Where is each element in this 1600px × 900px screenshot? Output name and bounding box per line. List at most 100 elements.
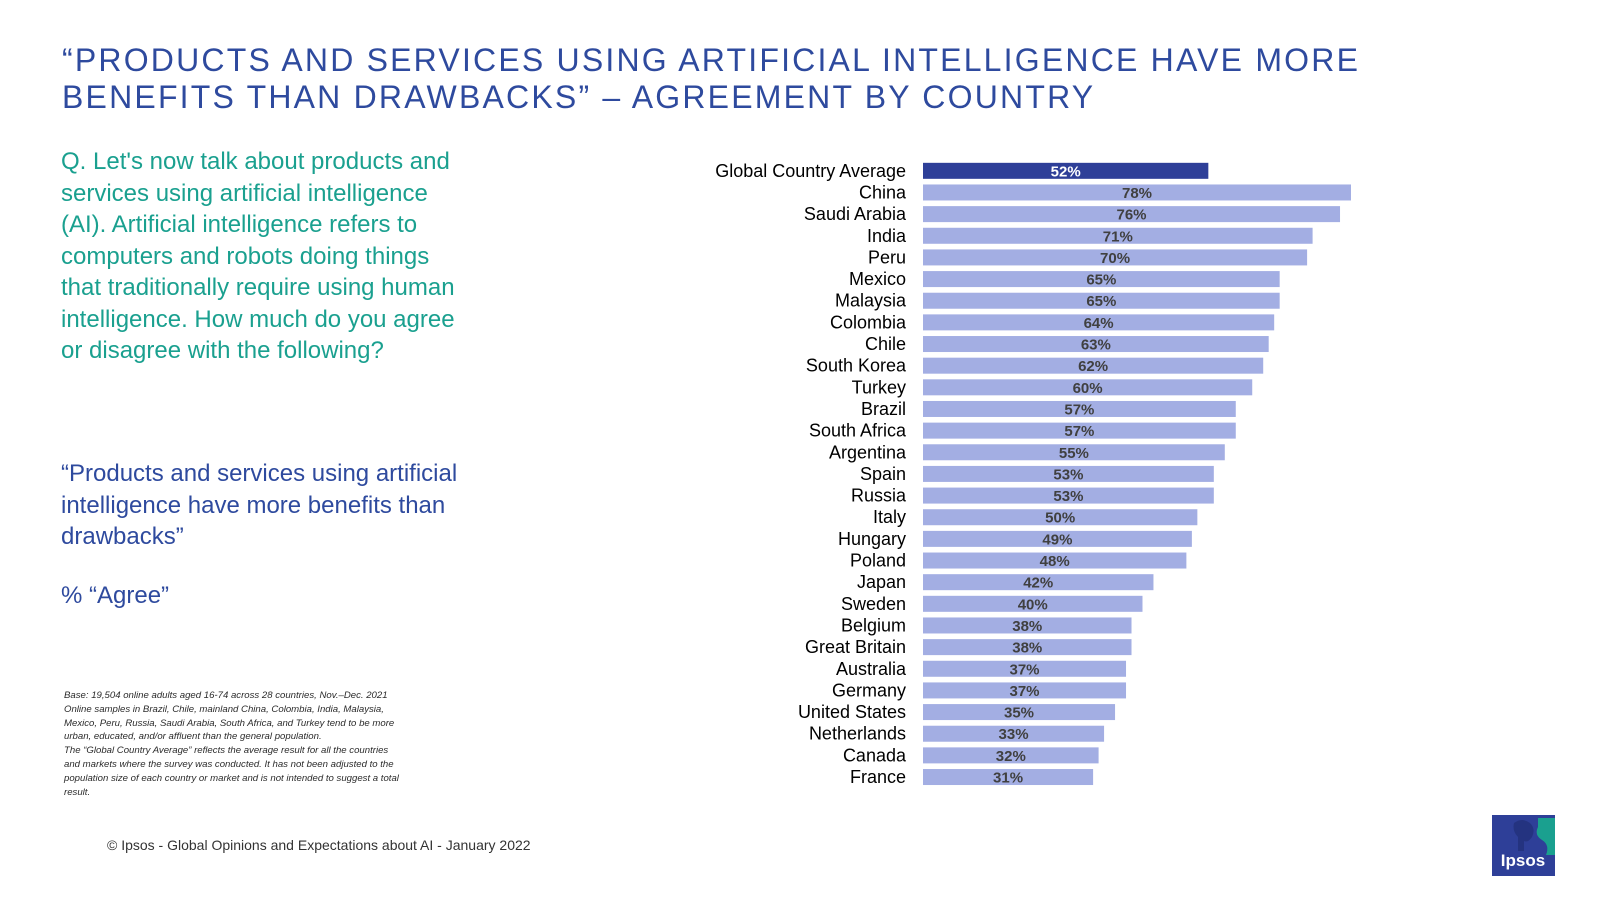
data-label: 63% bbox=[1081, 337, 1111, 354]
base-note-line: Mexico, Peru, Russia, Saudi Arabia, Sout… bbox=[64, 717, 395, 729]
category-label: Colombia bbox=[830, 312, 907, 332]
data-label: 31% bbox=[993, 770, 1023, 787]
data-label: 35% bbox=[1004, 705, 1034, 722]
category-label: India bbox=[867, 226, 907, 246]
data-label: 78% bbox=[1122, 185, 1152, 202]
category-label: Hungary bbox=[838, 529, 906, 549]
category-label: Japan bbox=[857, 572, 906, 592]
bar bbox=[923, 552, 1187, 569]
category-label: Sweden bbox=[841, 594, 906, 614]
copyright-footer: © Ipsos - Global Opinions and Expectatio… bbox=[107, 837, 531, 853]
data-label: 49% bbox=[1042, 531, 1072, 548]
data-label: 33% bbox=[999, 726, 1029, 743]
bar bbox=[923, 595, 1143, 612]
category-label: Germany bbox=[832, 680, 906, 700]
base-note-line: urban, educated, and/or affluent than th… bbox=[64, 731, 322, 743]
data-label: 65% bbox=[1086, 272, 1116, 289]
bar bbox=[923, 660, 1127, 677]
bar bbox=[923, 465, 1214, 482]
bar bbox=[923, 574, 1154, 591]
base-note-line: Base: 19,504 online adults aged 16-74 ac… bbox=[64, 690, 388, 701]
data-label: 71% bbox=[1103, 228, 1133, 245]
base-note-line: The “Global Country Average” reflects th… bbox=[64, 745, 389, 757]
category-label: Mexico bbox=[849, 269, 906, 289]
category-label: Saudi Arabia bbox=[804, 204, 907, 224]
data-label: 62% bbox=[1078, 358, 1108, 375]
bar bbox=[923, 227, 1313, 244]
data-label: 76% bbox=[1116, 207, 1146, 224]
logo-accent-shape bbox=[1536, 818, 1555, 855]
bar bbox=[923, 379, 1253, 396]
bar bbox=[923, 682, 1127, 699]
data-label: 70% bbox=[1100, 250, 1130, 267]
data-label: 50% bbox=[1045, 510, 1075, 527]
bar bbox=[923, 704, 1116, 721]
base-note: Base: 19,504 online adults aged 16-74 ac… bbox=[64, 689, 484, 799]
page-title: “PRODUCTS AND SERVICES USING ARTIFICIAL … bbox=[62, 42, 1502, 116]
category-label: Brazil bbox=[861, 399, 906, 419]
data-label: 53% bbox=[1053, 488, 1083, 505]
bar bbox=[923, 509, 1198, 526]
bar bbox=[923, 249, 1308, 266]
survey-question: Q. Let's now talk about products and ser… bbox=[61, 148, 455, 364]
bar-chart-svg: Global Country Average 52% China 78% Saudi A… bbox=[715, 161, 1351, 787]
bar bbox=[923, 314, 1275, 331]
category-label: Poland bbox=[850, 551, 906, 571]
category-label: Spain bbox=[860, 464, 906, 484]
bar-chart: Global Country Average 52% China 78% Saudi A… bbox=[690, 160, 1410, 810]
category-label: Belgium bbox=[841, 615, 906, 635]
data-label: 40% bbox=[1018, 596, 1048, 613]
bar bbox=[923, 747, 1099, 764]
category-label: Italy bbox=[873, 507, 906, 527]
data-label: 60% bbox=[1073, 380, 1103, 397]
logo-head-shape bbox=[1513, 820, 1534, 851]
category-label: France bbox=[850, 767, 906, 787]
base-note-line: Online samples in Brazil, Chile, mainlan… bbox=[64, 703, 384, 715]
data-label: 38% bbox=[1012, 640, 1042, 657]
bar bbox=[923, 292, 1280, 309]
category-label: Peru bbox=[868, 247, 906, 267]
data-label: 57% bbox=[1064, 401, 1094, 418]
data-label: 37% bbox=[1009, 683, 1039, 700]
category-label: South Africa bbox=[809, 421, 907, 441]
category-label: United States bbox=[798, 702, 906, 722]
data-label: 53% bbox=[1053, 466, 1083, 483]
category-label: Australia bbox=[836, 659, 907, 679]
bar bbox=[923, 422, 1236, 439]
ipsos-logo: Ipsos bbox=[1492, 815, 1555, 876]
category-label: Global Country Average bbox=[715, 161, 906, 181]
bar bbox=[923, 530, 1192, 547]
base-note-line: and markets where the survey was conduct… bbox=[64, 758, 394, 770]
category-label: Netherlands bbox=[809, 724, 906, 744]
category-label: Great Britain bbox=[805, 637, 906, 657]
bar bbox=[923, 184, 1351, 201]
data-label: 48% bbox=[1040, 553, 1070, 570]
bar bbox=[923, 271, 1280, 288]
metric-label: % “Agree” bbox=[61, 582, 170, 609]
bar bbox=[923, 639, 1132, 656]
category-label: Turkey bbox=[852, 377, 906, 397]
data-label: 57% bbox=[1064, 423, 1094, 440]
bar bbox=[923, 357, 1264, 374]
bar-global-average bbox=[923, 162, 1209, 179]
title-line-2: BENEFITS THAN DRAWBACKS” – AGREEMENT BY … bbox=[62, 79, 1096, 115]
logo-text: Ipsos bbox=[1501, 851, 1545, 870]
bar bbox=[923, 487, 1214, 504]
base-note-line: population size of each country or marke… bbox=[64, 772, 399, 784]
bar bbox=[923, 617, 1132, 634]
category-label: China bbox=[859, 182, 907, 202]
category-label: Canada bbox=[843, 745, 907, 765]
base-note-line: result. bbox=[64, 786, 91, 798]
title-line-1: “PRODUCTS AND SERVICES USING ARTIFICIAL … bbox=[62, 42, 1361, 78]
category-label: Malaysia bbox=[835, 291, 907, 311]
data-label: 38% bbox=[1012, 618, 1042, 635]
data-label: 37% bbox=[1009, 661, 1039, 678]
category-label: Argentina bbox=[829, 442, 907, 462]
bar bbox=[923, 400, 1236, 417]
category-label: Chile bbox=[865, 334, 906, 354]
data-label: 65% bbox=[1086, 293, 1116, 310]
data-label: 42% bbox=[1023, 575, 1053, 592]
bar bbox=[923, 336, 1269, 353]
bar bbox=[923, 206, 1341, 223]
